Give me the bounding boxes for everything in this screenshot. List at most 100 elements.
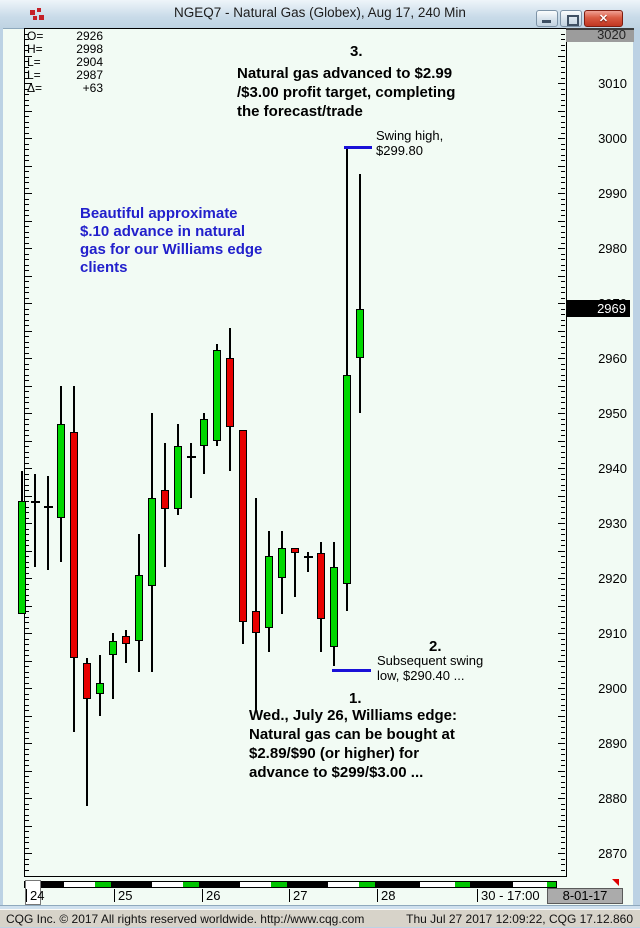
price-tick	[25, 600, 29, 601]
candle-body-up	[174, 446, 182, 510]
price-axis-label: 2930	[598, 515, 627, 531]
price-tick	[558, 83, 565, 84]
price-tick	[558, 441, 565, 442]
price-tick	[561, 573, 565, 574]
last-price-value: 2969	[597, 301, 626, 316]
price-tick	[25, 798, 32, 799]
price-axis[interactable]: 2870 2880 2890 2900 2910 2920 2930 2940 2950 2960…	[566, 28, 634, 878]
price-tick	[25, 529, 29, 530]
price-tick	[561, 199, 565, 200]
price-tick	[25, 727, 29, 728]
price-tick	[561, 529, 565, 530]
price-tick	[561, 507, 565, 508]
price-tick	[25, 760, 29, 761]
price-axis-label: 2990	[598, 185, 627, 201]
price-tick	[25, 408, 29, 409]
chart-plot-area[interactable]	[24, 28, 567, 877]
price-tick	[561, 369, 565, 370]
price-tick	[25, 353, 29, 354]
price-tick	[558, 798, 565, 799]
price-tick	[561, 446, 565, 447]
price-tick	[558, 523, 565, 524]
price-tick	[25, 314, 29, 315]
day-session-segment	[240, 882, 271, 887]
price-tick	[558, 826, 565, 827]
price-tick	[561, 617, 565, 618]
current-date-box: 8-01-17	[547, 888, 623, 904]
price-tick	[25, 259, 29, 260]
price-tick	[561, 133, 565, 134]
price-tick	[561, 809, 565, 810]
close-button[interactable]: ✕	[584, 10, 623, 27]
window-border-left	[0, 28, 3, 928]
price-tick	[25, 688, 32, 689]
candle-body-down	[70, 432, 78, 658]
price-tick	[25, 507, 29, 508]
quote-row-value: 2926	[76, 29, 103, 43]
price-tick	[561, 655, 565, 656]
price-tick	[25, 496, 32, 497]
price-tick	[561, 45, 565, 46]
price-tick	[561, 600, 565, 601]
price-tick	[561, 226, 565, 227]
price-tick	[25, 793, 29, 794]
doji-open-close-tick	[43, 505, 53, 508]
price-tick	[561, 639, 565, 640]
time-axis[interactable]: 24 25 26 27 28 30 - 17:00	[0, 888, 640, 905]
price-tick	[25, 419, 29, 420]
price-tick	[25, 441, 32, 442]
price-tick	[561, 474, 565, 475]
price-axis-top-strip: 3020	[566, 28, 634, 42]
price-tick	[561, 567, 565, 568]
annotation-number-3: 3.	[350, 43, 363, 60]
quote-row-value: 2987	[76, 68, 103, 82]
restore-button[interactable]	[560, 10, 582, 27]
price-tick	[25, 303, 32, 304]
title-bar[interactable]: NGEQ7 - Natural Gas (Globex), Aug 17, 24…	[0, 0, 640, 29]
price-axis-label: 3000	[598, 130, 627, 146]
price-tick	[561, 204, 565, 205]
price-tick	[561, 353, 565, 354]
price-tick	[25, 331, 32, 332]
date-tick	[477, 889, 478, 902]
price-tick	[25, 617, 29, 618]
price-tick	[561, 859, 565, 860]
price-tick	[25, 166, 32, 167]
date-label: 28	[381, 888, 396, 903]
price-tick	[561, 210, 565, 211]
candle-body-up	[96, 682, 104, 694]
minimize-icon	[542, 20, 551, 23]
price-tick	[561, 188, 565, 189]
price-tick	[25, 864, 29, 865]
price-tick	[25, 375, 29, 376]
annotation-number-1: 1.	[349, 690, 362, 707]
price-tick	[561, 265, 565, 266]
date-tick	[26, 889, 27, 902]
price-tick	[561, 61, 565, 62]
swing-high-label: Swing high, $299.80	[376, 128, 444, 158]
price-tick	[25, 655, 29, 656]
window-border-right	[633, 28, 640, 928]
price-tick	[25, 34, 29, 35]
candle-body-up	[343, 374, 351, 584]
price-tick	[558, 716, 565, 717]
price-tick	[25, 358, 32, 359]
minimize-button[interactable]	[536, 10, 558, 27]
price-tick	[25, 589, 29, 590]
price-tick	[25, 699, 29, 700]
price-tick	[561, 683, 565, 684]
price-tick	[25, 67, 29, 68]
session-close-segment	[271, 882, 287, 887]
price-tick	[561, 215, 565, 216]
price-tick	[25, 518, 29, 519]
price-tick	[561, 243, 565, 244]
price-tick	[558, 303, 565, 304]
price-tick	[25, 644, 29, 645]
price-tick	[561, 171, 565, 172]
price-tick	[558, 138, 565, 139]
quote-row-label: H=	[27, 42, 43, 56]
price-tick	[561, 765, 565, 766]
price-tick	[25, 545, 29, 546]
price-tick	[25, 474, 29, 475]
price-tick	[561, 831, 565, 832]
